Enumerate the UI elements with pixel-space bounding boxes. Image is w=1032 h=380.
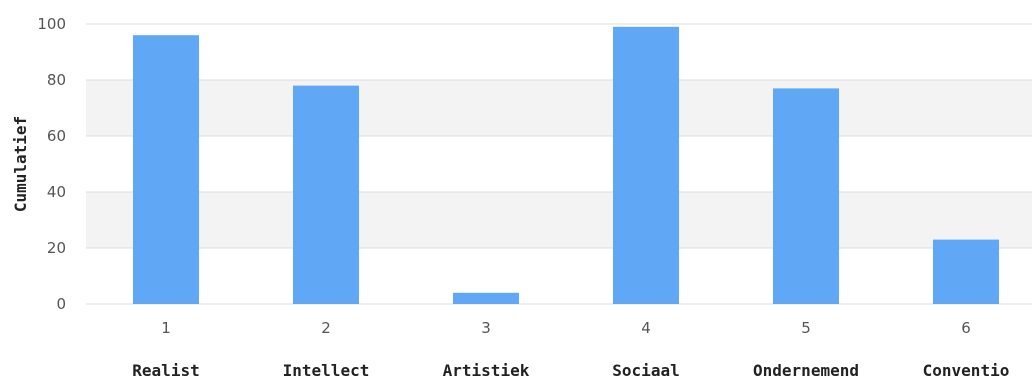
grid-bands: [86, 80, 1032, 248]
bar: [933, 239, 999, 304]
x-tick-label: 4: [641, 319, 651, 337]
y-tick-label: 80: [47, 71, 66, 89]
y-tick-label: 20: [47, 239, 66, 257]
category-name: Realist: [132, 361, 199, 380]
category-name: Conventio: [923, 361, 1010, 380]
bar: [613, 26, 679, 305]
bar: [773, 88, 839, 305]
x-tick-label: 2: [321, 319, 331, 337]
bar: [293, 85, 359, 304]
category-name: Sociaal: [612, 361, 679, 380]
bar: [453, 292, 519, 304]
x-tick-label: 1: [161, 319, 171, 337]
category-name: Intellect: [283, 361, 370, 380]
category-names: Realist Intellect Artistiek Sociaal Ondernem…: [132, 361, 1009, 380]
y-tick-label: 100: [37, 15, 66, 33]
grid-band: [86, 80, 1032, 136]
grid-band: [86, 192, 1032, 248]
x-tick-label: 6: [961, 319, 971, 337]
bar: [133, 35, 199, 304]
y-axis-ticks: 0 20 40 60 80 100: [37, 15, 66, 313]
y-tick-label: 40: [47, 183, 66, 201]
y-tick-label: 0: [56, 295, 66, 313]
y-tick-label: 60: [47, 127, 66, 145]
x-axis-ticks: 1 2 3 4 5 6: [161, 319, 971, 337]
y-axis-title: Cumulatief: [11, 116, 30, 212]
x-tick-label: 3: [481, 319, 491, 337]
grid-lines: [86, 23, 1032, 305]
bars: [133, 26, 999, 305]
category-name: Artistiek: [443, 361, 530, 380]
category-name: Ondernemend: [753, 361, 859, 380]
x-tick-label: 5: [801, 319, 811, 337]
